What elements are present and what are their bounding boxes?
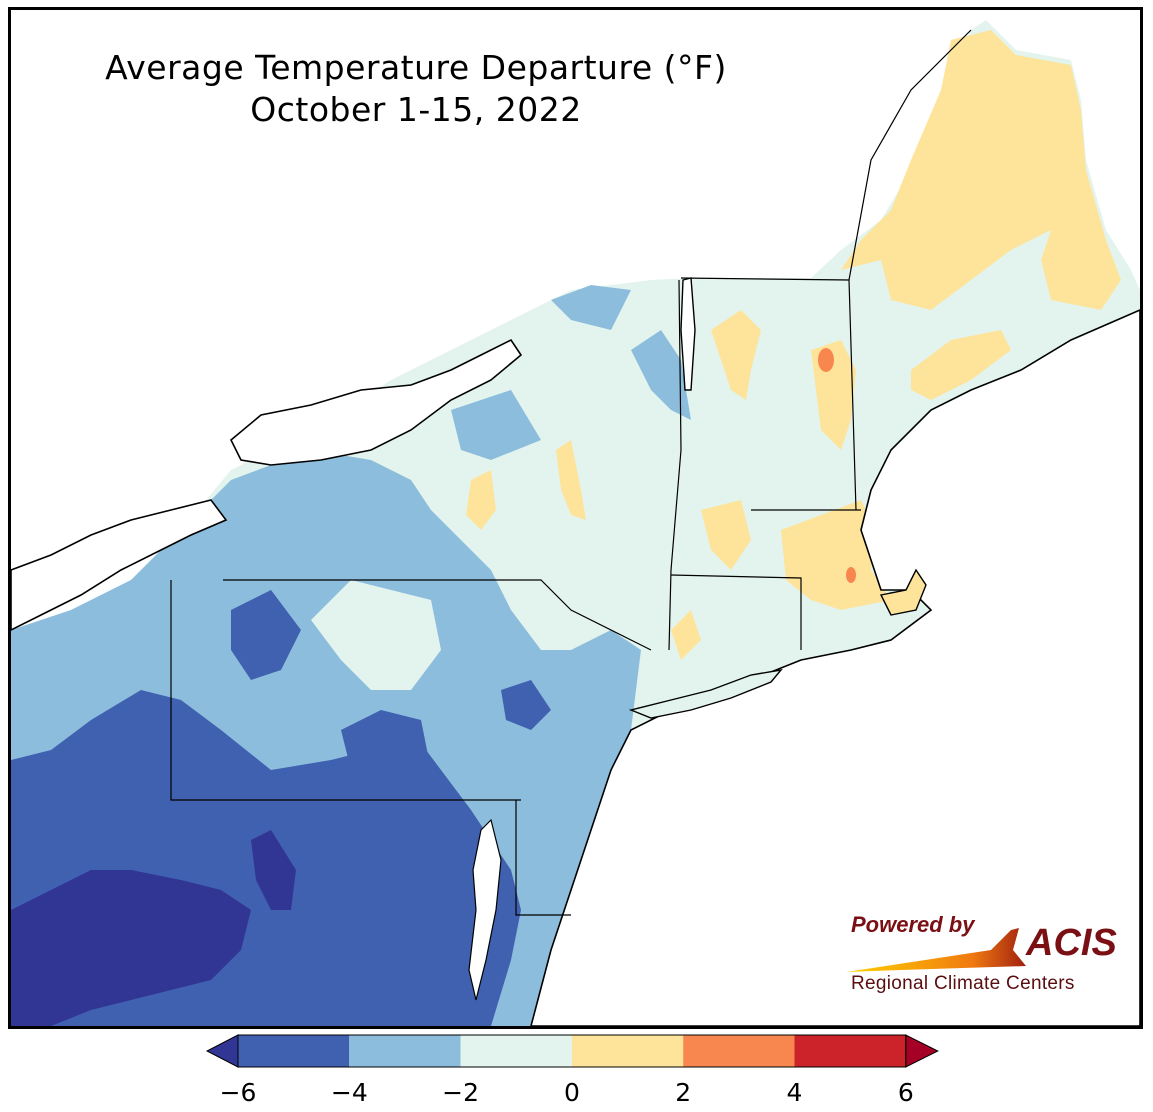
long-island: [628, 668, 783, 719]
map-panel: Average Temperature Departure (°F) Octob…: [8, 7, 1143, 1029]
warm-region-maine: [841, 30, 1121, 310]
very-cool-region-pa-center: [231, 590, 301, 680]
legend-colorbar: [205, 1034, 939, 1068]
legend-frame: [237, 1034, 907, 1068]
warm-region-vermont: [711, 310, 761, 400]
hot-spot-new-hampshire: [818, 348, 834, 372]
acis-logo: Powered by ACIS Regional Climate Centers: [841, 910, 1131, 1010]
logo-powered-by: Powered by: [851, 912, 975, 937]
legend-bin: [571, 1035, 684, 1067]
logo-subtitle: Regional Climate Centers: [851, 973, 1075, 994]
cool-region-adirondacks: [631, 330, 691, 420]
legend-tick-label: −4: [330, 1078, 368, 1107]
temperature-departure-map: [11, 20, 1140, 1026]
cool-region-ny-lake: [451, 390, 541, 460]
warm-region-connecticut: [671, 610, 701, 660]
atlantic-ocean: [530, 309, 1140, 1026]
coldest-region-ridge: [251, 830, 296, 910]
hot-spot-massachusetts: [846, 567, 856, 583]
state-boundaries: [170, 29, 972, 916]
very-cool-region-pa-east: [341, 710, 431, 780]
legend-bin: [238, 1035, 350, 1067]
map-title: Average Temperature Departure (°F): [105, 48, 727, 87]
warm-region-western-ma: [701, 500, 751, 570]
cool-region-ny-north: [551, 285, 631, 330]
legend-tick-label: 0: [563, 1078, 580, 1107]
legend-tick-label: −6: [219, 1078, 257, 1107]
legend-bin: [683, 1035, 795, 1067]
warm-region-ny-east: [556, 440, 586, 520]
warm-region-ny-central: [466, 470, 496, 530]
legend-bin-low-arrow: [205, 1034, 239, 1068]
legend-tick-label: 4: [786, 1078, 803, 1107]
coldest-region-wv: [11, 870, 251, 1026]
legend-bin: [349, 1035, 461, 1067]
cape-cod: [879, 568, 927, 616]
legend-bins: [205, 1034, 939, 1068]
lake-erie: [11, 499, 228, 631]
near-normal-pocket-pa: [311, 580, 441, 690]
legend-bin: [460, 1035, 572, 1067]
legend-tick-label: 2: [675, 1078, 692, 1107]
acis-swoosh-icon: [846, 928, 1026, 972]
map-subtitle: October 1-15, 2022: [250, 90, 582, 129]
legend-tick-label: −2: [442, 1078, 480, 1107]
lake-ontario: [230, 338, 523, 466]
warm-region-coast-maine: [911, 330, 1011, 400]
legend-tick-label: 6: [897, 1078, 914, 1107]
very-cool-region-nj: [501, 680, 551, 730]
logo-brand: ACIS: [1026, 922, 1117, 964]
legend-bin-high-arrow: [905, 1034, 939, 1068]
legend-bin: [794, 1035, 906, 1067]
chesapeake-bay: [468, 818, 502, 1001]
